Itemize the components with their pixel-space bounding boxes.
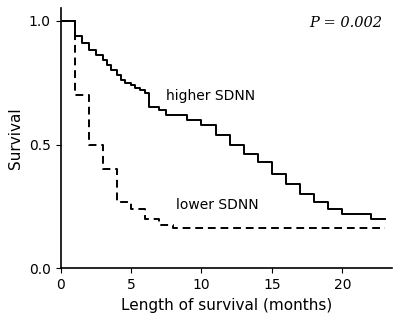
Text: lower SDNN: lower SDNN (176, 198, 259, 212)
Text: P = 0.002: P = 0.002 (309, 16, 382, 30)
Y-axis label: Survival: Survival (8, 108, 23, 169)
Text: higher SDNN: higher SDNN (166, 89, 255, 103)
X-axis label: Length of survival (months): Length of survival (months) (120, 298, 332, 313)
